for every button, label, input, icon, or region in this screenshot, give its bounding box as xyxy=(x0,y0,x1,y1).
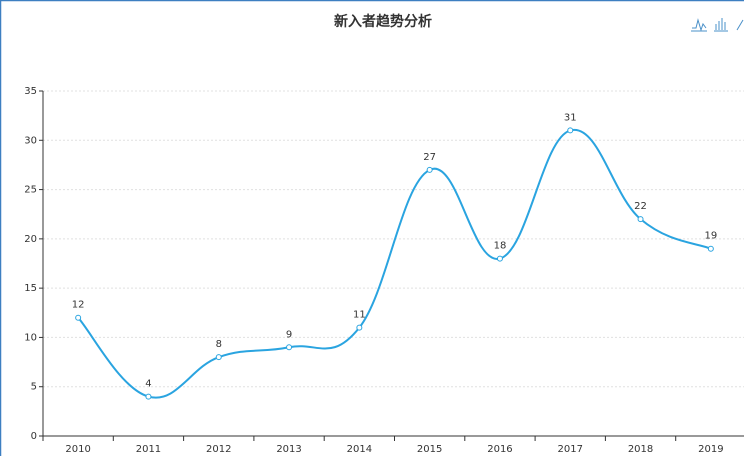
point xyxy=(75,314,82,321)
x-tick-label: 2017 xyxy=(558,444,583,455)
line-icon[interactable] xyxy=(692,18,707,32)
data-label: 22 xyxy=(634,201,647,212)
data-label: 27 xyxy=(423,152,436,163)
toolbox[interactable] xyxy=(691,18,744,32)
y-tick-label: 25 xyxy=(24,185,37,196)
x-tick-label: 2012 xyxy=(206,444,231,455)
x-tick-label: 2011 xyxy=(136,444,161,455)
y-tick-label: 30 xyxy=(24,135,37,146)
stack-icon[interactable] xyxy=(736,19,744,31)
y-tick-label: 10 xyxy=(24,332,37,343)
series-line xyxy=(77,129,712,399)
y-tick-label: 5 xyxy=(31,382,37,393)
x-tick-label: 2018 xyxy=(628,444,653,455)
data-label: 9 xyxy=(286,329,292,340)
data-label: 12 xyxy=(72,300,85,311)
data-label: 8 xyxy=(216,339,222,350)
x-tick-label: 2016 xyxy=(487,444,512,455)
data-label: 19 xyxy=(704,231,717,242)
y-tick-label: 0 xyxy=(31,431,37,442)
data-label: 18 xyxy=(494,241,507,252)
point xyxy=(567,127,574,134)
bar-icon[interactable] xyxy=(715,18,726,30)
data-label: 31 xyxy=(564,112,577,123)
y-tick-label: 15 xyxy=(24,283,37,294)
point xyxy=(145,393,152,400)
point xyxy=(215,354,222,361)
point xyxy=(426,166,433,173)
point xyxy=(286,344,293,351)
data-label: 4 xyxy=(145,379,151,390)
x-tick-label: 2014 xyxy=(347,444,372,455)
x-tick-label: 2010 xyxy=(65,444,90,455)
chart-title: 新入者趋势分析 xyxy=(334,13,432,30)
y-tick-label: 20 xyxy=(24,234,37,245)
point xyxy=(637,216,644,223)
point xyxy=(496,255,503,262)
x-tick-label: 2019 xyxy=(698,444,723,455)
x-tick-label: 2013 xyxy=(276,444,301,455)
point xyxy=(707,245,714,252)
data-label: 11 xyxy=(353,310,366,321)
x-tick-label: 2015 xyxy=(417,444,442,455)
y-tick-label: 35 xyxy=(24,86,37,97)
point xyxy=(356,324,363,331)
